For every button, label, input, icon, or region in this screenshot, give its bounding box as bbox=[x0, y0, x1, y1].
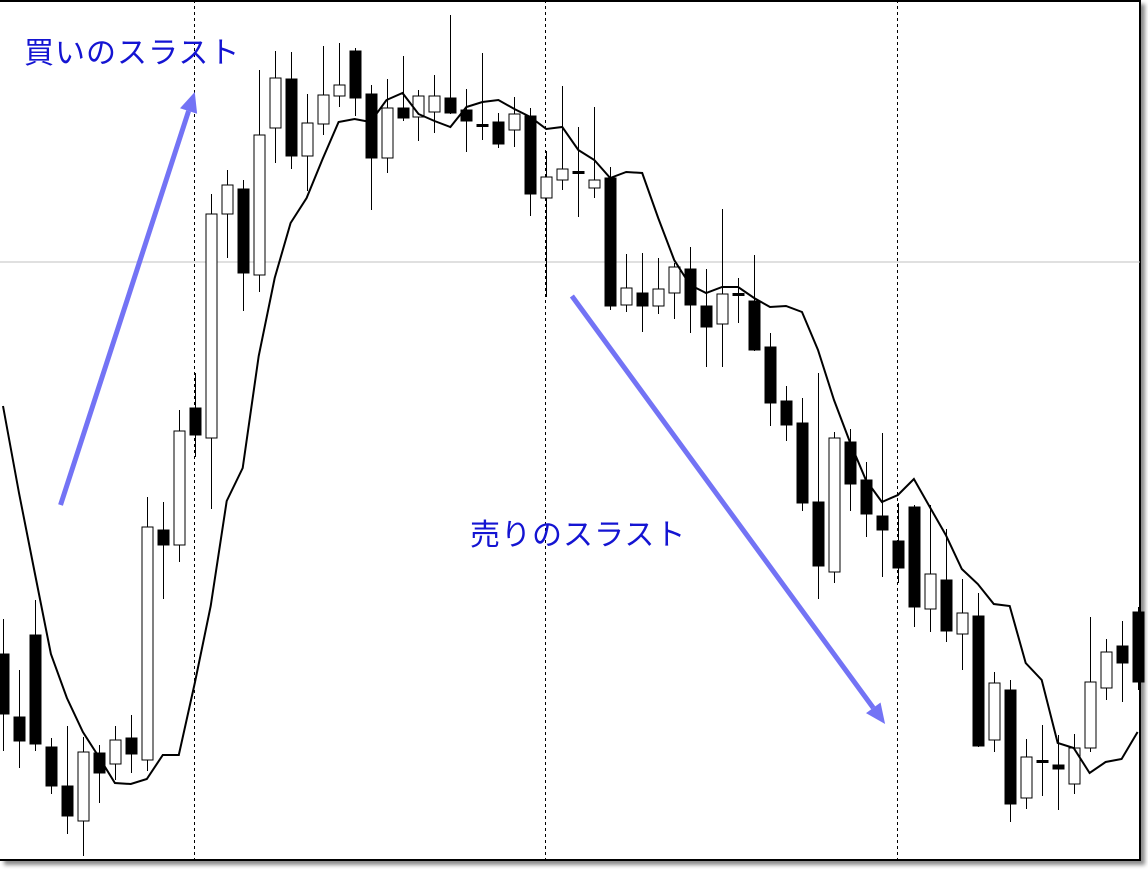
candle-body-bearish bbox=[285, 78, 298, 157]
candle-body-bearish bbox=[524, 115, 537, 195]
candle-body-bullish bbox=[508, 113, 521, 131]
candle-body-bearish bbox=[1116, 645, 1129, 664]
buy-thrust-label: 買いのスラスト bbox=[24, 36, 241, 71]
candle-body-bearish bbox=[764, 346, 777, 404]
sell-thrust-label: 売りのスラスト bbox=[470, 518, 687, 553]
candle-body-bearish bbox=[444, 97, 457, 114]
candle-body-bearish bbox=[397, 107, 410, 119]
candle-body-bearish bbox=[93, 752, 106, 774]
candle-body-bearish bbox=[365, 93, 378, 159]
candle-body-bearish bbox=[812, 501, 825, 567]
candle-body-bearish bbox=[1052, 764, 1065, 770]
candle-body-bullish bbox=[924, 573, 937, 610]
candle-body-bullish bbox=[253, 134, 266, 276]
arrowhead-icon bbox=[180, 92, 198, 114]
candle-body-bullish bbox=[269, 77, 282, 129]
candle-body-bullish bbox=[652, 288, 665, 307]
candle-body-bullish bbox=[141, 526, 154, 761]
candle-body-doji bbox=[1036, 760, 1049, 763]
annotation-arrows bbox=[58, 92, 886, 724]
candle-body-bearish bbox=[908, 506, 921, 608]
candle-body-bullish bbox=[588, 179, 601, 189]
candle-body-bearish bbox=[1004, 689, 1017, 805]
candle-body-bearish bbox=[157, 529, 170, 546]
candle-body-bearish bbox=[1132, 611, 1145, 683]
candle-body-bullish bbox=[1100, 651, 1113, 689]
buy-thrust-arrow bbox=[58, 110, 191, 506]
candle-body-bullish bbox=[301, 122, 314, 157]
candle-body-bearish bbox=[0, 653, 10, 715]
candle-body-bullish bbox=[109, 739, 122, 765]
candle-body-bearish bbox=[29, 634, 42, 745]
moving-average-line bbox=[2, 91, 1139, 786]
candle-body-bullish bbox=[988, 682, 1001, 741]
candle-body-bearish bbox=[700, 305, 713, 328]
candle-body-doji bbox=[476, 124, 489, 127]
candle-body-bearish bbox=[892, 540, 905, 569]
candle-body-bullish bbox=[221, 184, 234, 215]
candle-body-bearish bbox=[748, 300, 761, 351]
candle-body-bullish bbox=[381, 107, 394, 159]
candle-body-bearish bbox=[45, 746, 58, 787]
candles bbox=[0, 15, 1145, 856]
candle-body-bearish bbox=[349, 50, 362, 99]
candle-body-bearish bbox=[125, 737, 138, 755]
candle-body-bullish bbox=[620, 287, 633, 306]
guide-lines bbox=[0, 0, 1140, 861]
candle-body-bearish bbox=[13, 716, 26, 742]
candle-body-bullish bbox=[77, 751, 90, 822]
candle-body-doji bbox=[572, 171, 585, 174]
candle-body-bearish bbox=[492, 121, 505, 145]
candle-body-bearish bbox=[460, 109, 473, 122]
candle-body-bearish bbox=[796, 422, 809, 504]
candle-body-bullish bbox=[1068, 747, 1081, 785]
moving-average bbox=[2, 91, 1139, 786]
candle-body-bullish bbox=[1084, 681, 1097, 749]
candle-body-bearish bbox=[972, 615, 985, 747]
candle-body-doji bbox=[732, 293, 745, 296]
arrowhead-icon bbox=[866, 702, 886, 724]
candle-body-bullish bbox=[716, 293, 729, 325]
candle-body-bullish bbox=[205, 213, 218, 439]
candle-body-bullish bbox=[428, 95, 441, 113]
candle-body-bullish bbox=[828, 437, 841, 573]
candle-body-bullish bbox=[556, 168, 569, 181]
candle-body-bullish bbox=[317, 94, 330, 125]
sell-thrust-arrow bbox=[569, 294, 876, 710]
candle-body-bullish bbox=[668, 266, 681, 294]
candle-body-bearish bbox=[189, 407, 202, 436]
candle-body-bearish bbox=[237, 188, 250, 274]
candle-body-bullish bbox=[540, 176, 553, 199]
candle-body-bearish bbox=[636, 292, 649, 307]
candle-body-bearish bbox=[604, 177, 617, 307]
candle-body-bearish bbox=[61, 785, 74, 817]
candle-body-bullish bbox=[333, 84, 346, 97]
candle-body-bearish bbox=[780, 400, 793, 426]
candle-body-bullish bbox=[956, 612, 969, 635]
candle-body-bearish bbox=[844, 441, 857, 485]
candle-body-bullish bbox=[1020, 756, 1033, 799]
candle-body-bearish bbox=[940, 579, 953, 632]
candle-body-bullish bbox=[173, 430, 186, 546]
candle-body-bearish bbox=[876, 515, 889, 531]
